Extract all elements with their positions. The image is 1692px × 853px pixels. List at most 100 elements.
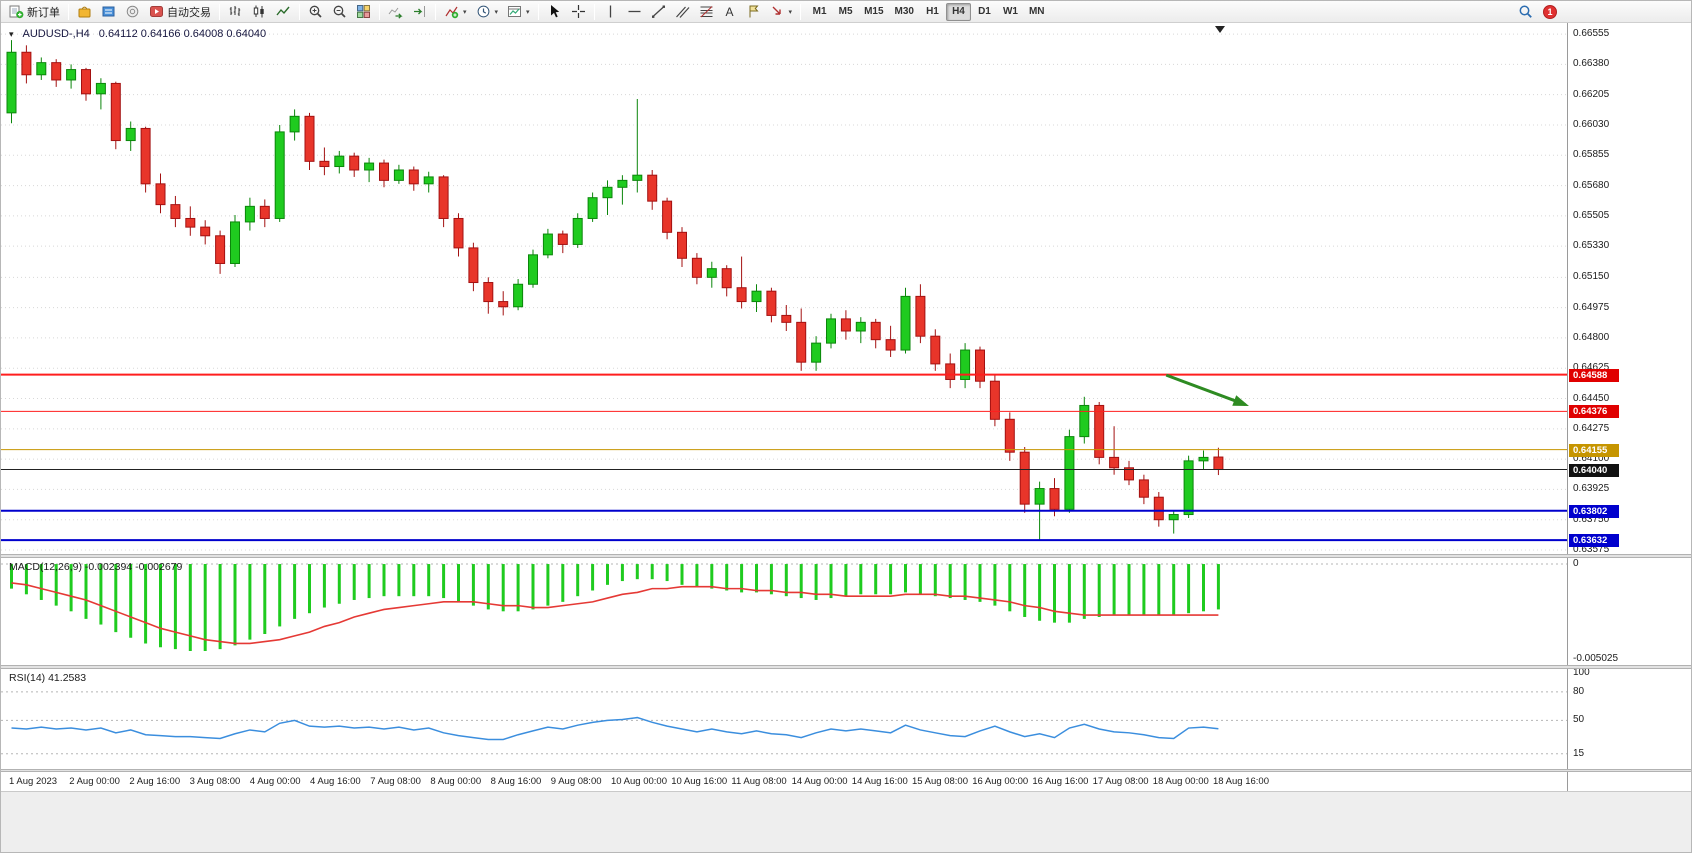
arrow-tool-icon [770,4,785,19]
price-level-tag: 0.63802 [1569,504,1619,518]
time-axis-label: 1 Aug 2023 [9,776,58,787]
timeframe-m1-button[interactable]: M1 [807,3,832,21]
macd-indicator-panel[interactable] [1,558,1567,665]
crosshair-button[interactable] [567,2,590,22]
periods-button[interactable]: ▾ [472,2,503,22]
text-tool-icon: A [725,4,734,19]
fibonacci-tool-button[interactable] [695,2,718,22]
text-label-tool-button[interactable] [742,2,765,22]
toolbar-separator [379,3,380,20]
time-axis-label: 11 Aug 08:00 [731,776,787,787]
cursor-button[interactable] [543,2,566,22]
price-tick-label: 0.63575 [1573,544,1610,556]
price-tick-label: 0.65330 [1573,240,1610,252]
time-axis-label: 4 Aug 00:00 [249,776,301,787]
rsi-indicator-panel[interactable] [1,669,1567,769]
tile-windows-button[interactable] [352,2,375,22]
trend-arrow-annotation [1165,373,1246,406]
time-axis-label: 7 Aug 08:00 [370,776,421,787]
price-tick-label: 0.65150 [1573,271,1610,283]
time-axis-label: 15 Aug 08:00 [912,776,968,787]
price-tick-label: 0.64450 [1573,392,1610,404]
time-axis-label: 8 Aug 00:00 [430,776,482,787]
rsi-axis-label: 15 [1573,747,1585,759]
chart-shift-marker [1215,26,1225,33]
time-axis-label: 10 Aug 00:00 [611,776,667,787]
timeframe-m5-button[interactable]: M5 [833,3,858,21]
macd-axis-label: 0 [1573,558,1579,570]
timeframe-h1-button[interactable]: H1 [920,3,945,21]
chart-shift-button[interactable] [408,2,431,22]
templates-button[interactable]: ▾ [503,2,534,22]
price-level-tag: 0.64376 [1569,405,1619,419]
timeframe-d1-button[interactable]: D1 [972,3,997,21]
profiles-button[interactable] [97,2,120,22]
panel-splitter[interactable] [1,665,1691,669]
toolbar-separator [800,3,802,20]
timeframe-h4-button[interactable]: H4 [945,2,971,21]
vertical-line-tool-button[interactable] [599,2,622,22]
market-button[interactable] [73,2,96,22]
zoom-out-button[interactable] [328,2,351,22]
time-axis-label: 8 Aug 16:00 [490,776,542,787]
price-tick-label: 0.63925 [1573,483,1610,495]
toolbar-separator [68,3,69,20]
candlestick-chart-icon [252,4,267,19]
price-tick-label: 0.63750 [1573,513,1610,525]
price-tick-label: 0.65855 [1573,149,1610,161]
timeframe-m15-button[interactable]: M15 [859,3,888,21]
chart-title: ▾ AUDUSD-,H4 0.64112 0.64166 0.64008 0.6… [9,28,266,40]
new-order-button[interactable]: 新订单 [5,2,64,22]
line-chart-button[interactable] [272,2,295,22]
bar-chart-button[interactable] [224,2,247,22]
panel-splitter[interactable] [1,554,1691,558]
time-axis[interactable]: 1 Aug 2023 2 Aug 00:00 2 Aug 16:00 3 Aug 08… [1,772,1691,791]
autotrading-button[interactable]: 自动交易 [145,2,215,22]
toolbar-separator [593,3,595,20]
auto-scroll-button[interactable] [384,2,407,22]
zoom-in-button[interactable] [304,2,327,22]
vertical-line-icon [603,4,618,19]
trendline-tool-button[interactable] [647,2,670,22]
timeframe-mn-button[interactable]: MN [1024,3,1050,21]
tile-windows-icon [356,4,371,19]
toolbar-separator [537,3,539,20]
price-tick-label: 0.64275 [1573,422,1610,434]
search-icon [1518,4,1533,19]
line-chart-icon [276,4,291,19]
indicators-button[interactable]: ▾ [440,2,471,22]
price-chart[interactable] [1,23,1567,554]
rsi-axis-label: 100 [1573,666,1590,678]
community-button[interactable] [121,2,144,22]
rsi-axis-label: 50 [1573,714,1585,726]
toolbar-separator [219,3,220,20]
time-axis-label: 18 Aug 00:00 [1152,776,1209,787]
panel-splitter[interactable] [1,769,1691,772]
price-level-tag: 0.63632 [1569,534,1619,548]
time-axis-label: 16 Aug 00:00 [972,776,1029,787]
notification-badge[interactable]: 1 [1543,4,1557,19]
time-axis-label: 3 Aug 08:00 [189,776,241,787]
horizontal-line-icon [627,4,642,19]
autotrading-icon [149,4,164,19]
candlestick-chart-button[interactable] [248,2,271,22]
time-axis-label: 4 Aug 16:00 [310,776,361,787]
price-axis[interactable]: 0.66555 0.66380 0.66205 0.66030 0.65855 0.656… [1567,23,1691,791]
time-axis-label: 2 Aug 00:00 [69,776,120,787]
fibonacci-icon [699,4,714,19]
market-icon [77,4,92,19]
text-tool-button[interactable]: A [719,2,741,22]
search-button[interactable] [1514,2,1537,22]
price-tick-label: 0.66555 [1573,28,1610,40]
price-tick-label: 0.65505 [1573,209,1610,221]
horizontal-line-tool-button[interactable] [623,2,646,22]
one-click-trading-arrow[interactable]: ▾ [9,28,14,39]
time-axis-label: 14 Aug 16:00 [851,776,908,787]
price-tick-label: 0.66380 [1573,58,1610,70]
timeframe-w1-button[interactable]: W1 [998,3,1023,21]
price-tick-label: 0.66205 [1573,88,1610,100]
timeframe-m30-button[interactable]: M30 [890,3,919,21]
chevron-down-icon: ▾ [494,8,499,16]
channel-tool-button[interactable] [671,2,694,22]
arrows-tool-button[interactable]: ▾ [766,2,797,22]
